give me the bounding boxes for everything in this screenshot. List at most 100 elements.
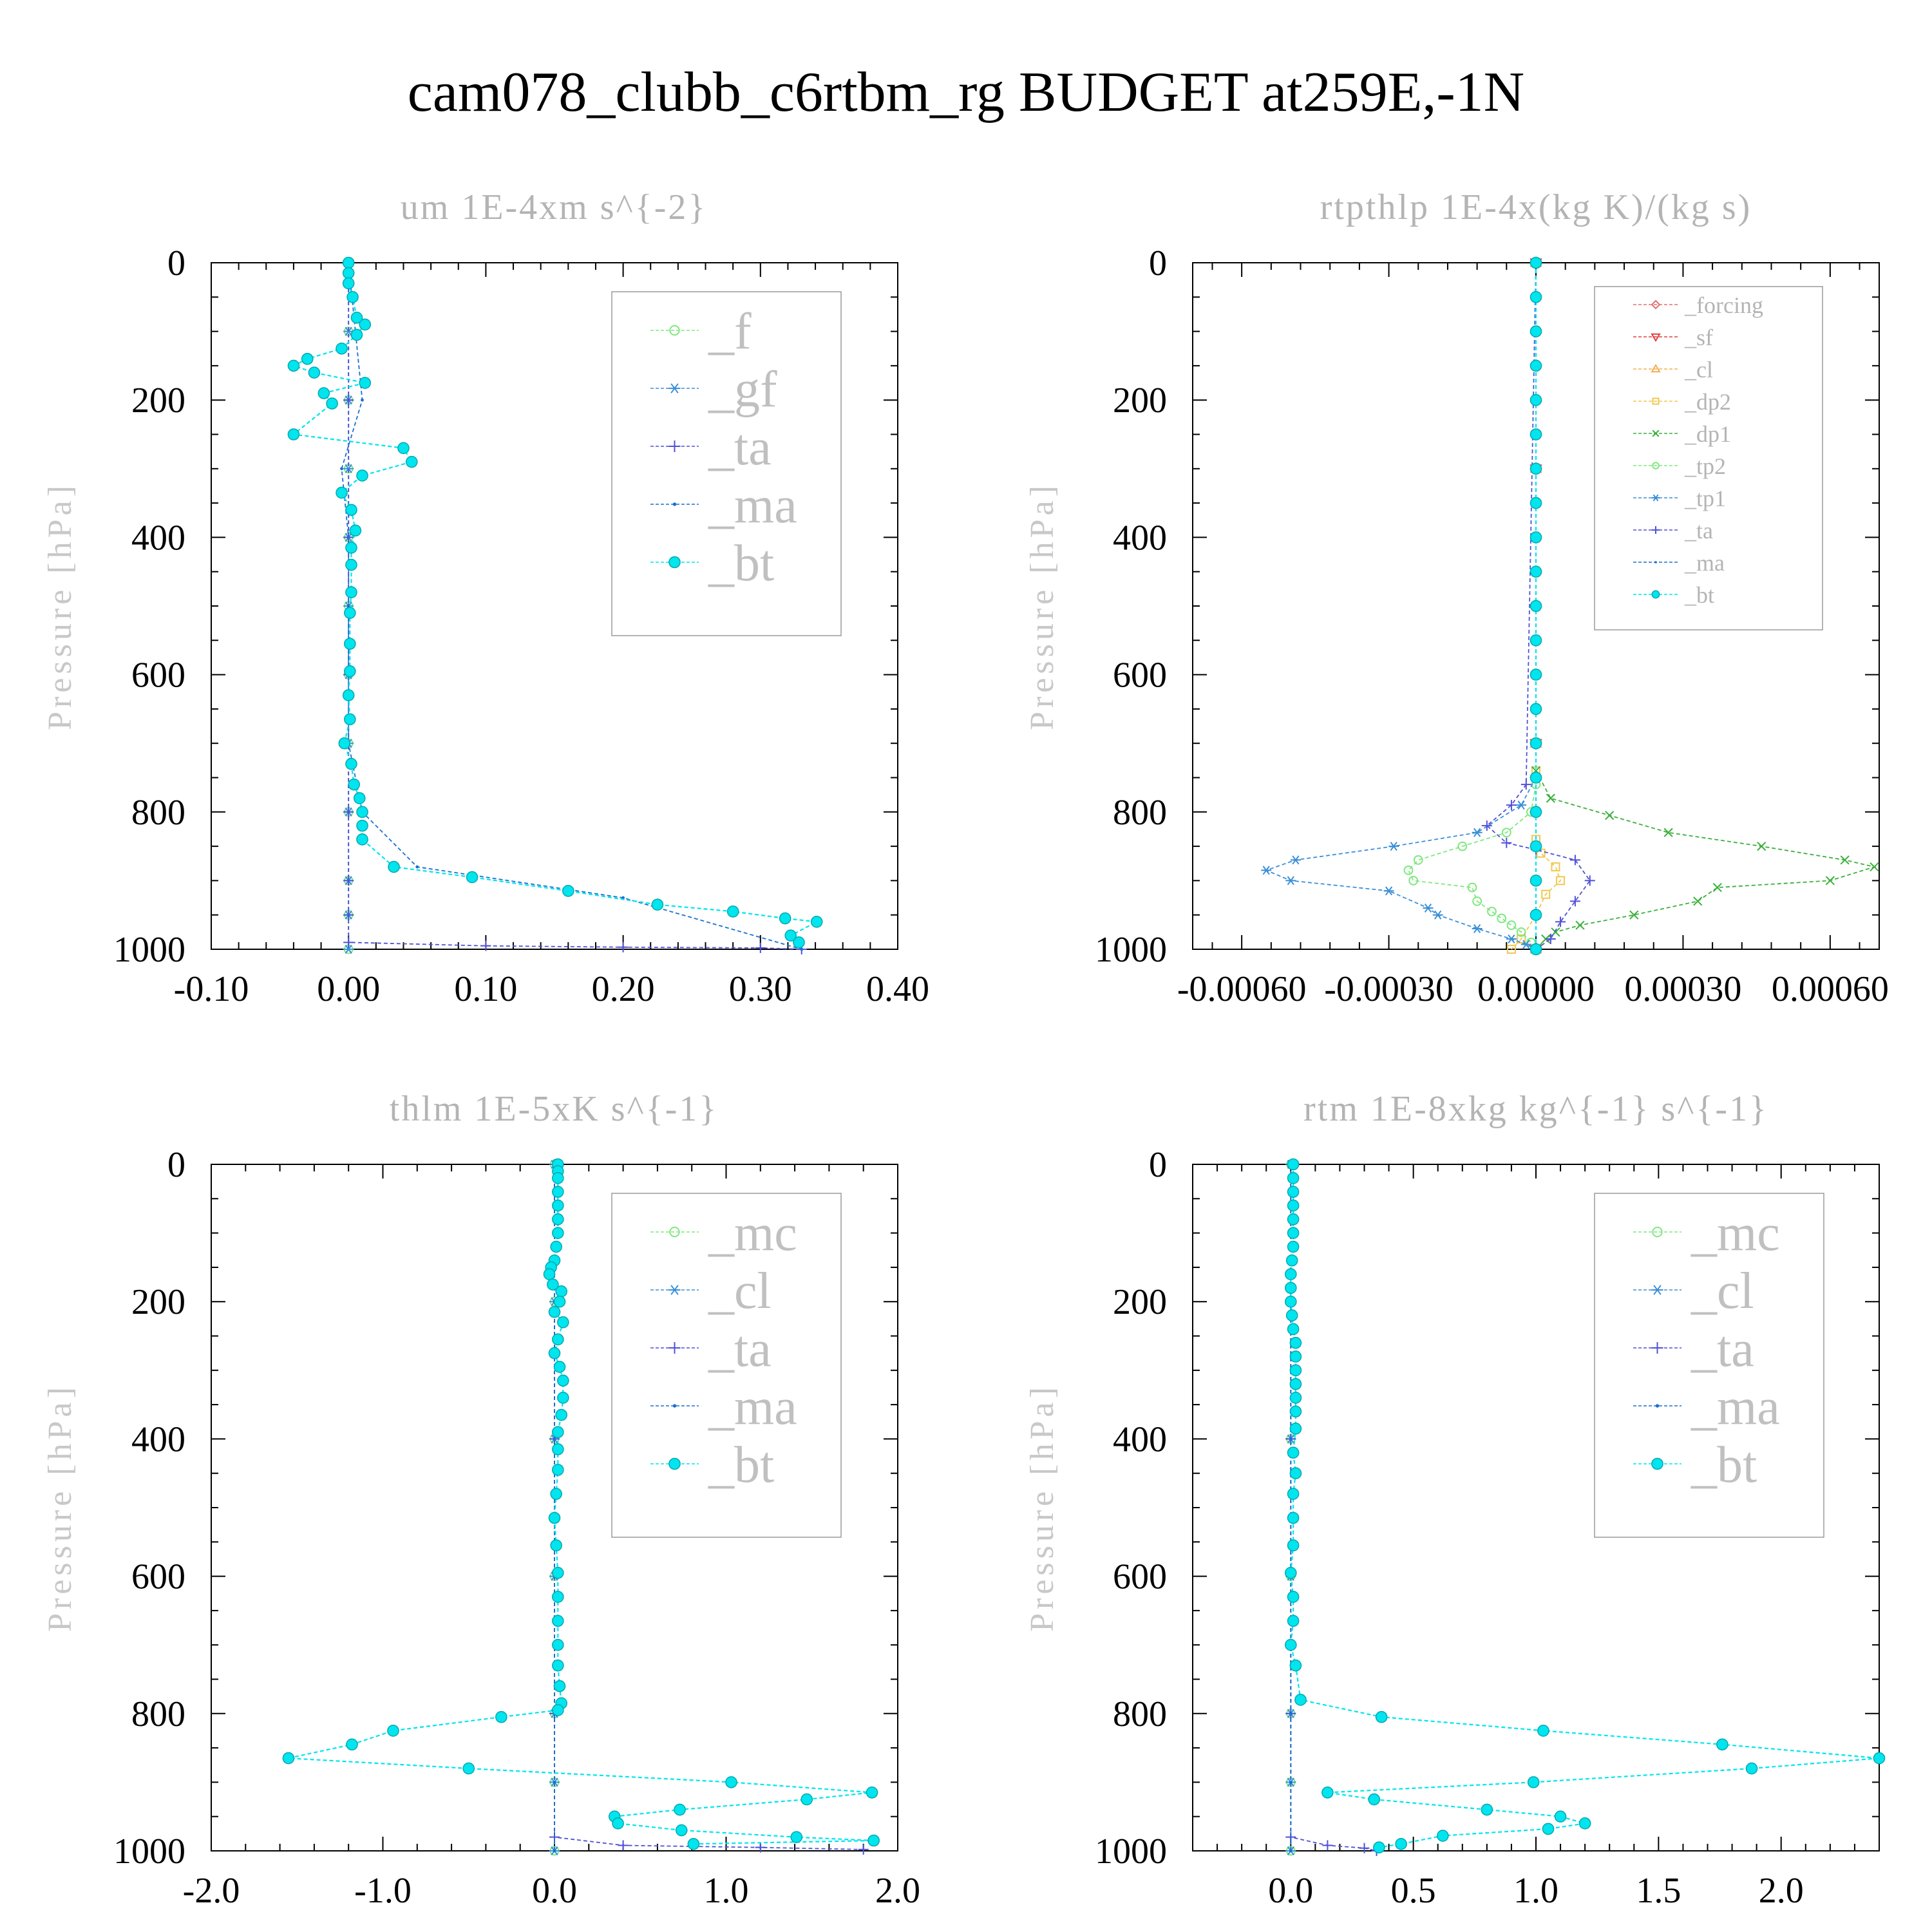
data-point xyxy=(552,1213,564,1226)
y-axis-label: Pressure [hPa] xyxy=(42,482,79,730)
data-point xyxy=(553,1680,566,1692)
data-point xyxy=(1481,820,1492,831)
legend-entry: _ta xyxy=(1633,518,1713,544)
data-point xyxy=(1321,1786,1334,1799)
legend-box xyxy=(611,1193,842,1538)
data-point xyxy=(356,833,368,846)
data-point xyxy=(1395,1838,1407,1850)
x-tick-label: 0.5 xyxy=(1391,1871,1436,1911)
legend-entry: _dp2 xyxy=(1633,389,1731,415)
data-point xyxy=(1359,1842,1370,1853)
legend-box xyxy=(1594,286,1823,630)
y-tick-label: 800 xyxy=(131,793,185,833)
data-point xyxy=(1284,1282,1297,1294)
data-point xyxy=(344,607,356,619)
legend-marker xyxy=(1651,364,1661,373)
y-tick-label: 400 xyxy=(1113,1419,1167,1459)
panel-title: rtpthlp 1E-4x(kg K)/(kg s) xyxy=(1320,187,1752,227)
y-tick-label: 0 xyxy=(167,243,185,283)
data-point xyxy=(1287,1511,1300,1524)
data-point xyxy=(1825,876,1835,886)
data-point xyxy=(359,377,372,389)
data-point xyxy=(1284,1566,1297,1579)
data-point xyxy=(552,1186,564,1198)
legend-entry: _ma xyxy=(650,1379,797,1435)
data-point xyxy=(552,1659,564,1672)
data-point xyxy=(1520,779,1531,790)
data-point xyxy=(1506,934,1517,944)
data-point xyxy=(866,1786,878,1799)
y-tick-label: 200 xyxy=(131,1282,185,1322)
data-point xyxy=(548,1511,561,1524)
data-point xyxy=(1287,1158,1300,1171)
data-point xyxy=(553,1437,556,1441)
data-point xyxy=(1530,737,1542,750)
data-point xyxy=(550,1539,562,1551)
y-tick-label: 800 xyxy=(1113,1694,1167,1734)
data-point xyxy=(1289,1467,1302,1479)
data-point xyxy=(1530,772,1542,784)
legend-marker xyxy=(1652,397,1660,405)
data-point xyxy=(1554,1810,1567,1823)
x-tick-label: -0.00030 xyxy=(1324,969,1454,1009)
legend-box xyxy=(611,291,842,636)
data-point xyxy=(1287,1199,1300,1212)
x-tick-label: 1.0 xyxy=(704,1871,749,1911)
data-point xyxy=(755,1842,766,1853)
data-point xyxy=(675,1824,688,1837)
panels: um 1E-4xm s^{-2} Pressure [hPa] 0 200 400 600… xyxy=(42,187,1889,1911)
panel-2: rtpthlp 1E-4x(kg K)/(kg s) Pressure [hPa]… xyxy=(1024,187,1889,1009)
legend-entry: _bt xyxy=(650,1437,774,1493)
data-point xyxy=(1413,855,1423,865)
data-point xyxy=(336,486,348,499)
data-point xyxy=(287,428,300,440)
legend-entry: _gf xyxy=(650,361,777,418)
legend-label: _ta xyxy=(1690,1321,1754,1378)
data-point xyxy=(495,1710,507,1723)
series-group xyxy=(1261,256,1879,956)
data-point xyxy=(342,277,355,290)
legend-marker xyxy=(669,325,680,336)
data-point xyxy=(344,713,356,726)
data-point xyxy=(308,366,321,379)
legend-entry: _f xyxy=(650,303,752,360)
data-point xyxy=(1289,1336,1302,1349)
data-point xyxy=(1663,828,1673,837)
y-tick-label: 0 xyxy=(167,1145,185,1185)
y-tick-label: 400 xyxy=(131,1419,185,1459)
data-point xyxy=(350,311,363,324)
data-point xyxy=(344,638,356,650)
data-point xyxy=(1487,906,1497,916)
legend-entry: _ma xyxy=(650,477,797,534)
data-point xyxy=(1467,882,1477,893)
series-line xyxy=(1486,262,1591,950)
data-point xyxy=(1289,1364,1302,1377)
data-point xyxy=(1530,462,1542,475)
data-point xyxy=(1289,1659,1302,1672)
data-point xyxy=(1516,800,1527,810)
data-point xyxy=(348,778,361,791)
legend-entry: _ta xyxy=(1633,1321,1754,1378)
y-tick-label: 1000 xyxy=(113,1832,185,1871)
data-point xyxy=(1716,1738,1728,1751)
data-point xyxy=(1289,1378,1302,1390)
legend-label: _cl xyxy=(1684,357,1713,383)
data-point xyxy=(1284,1638,1297,1651)
data-point xyxy=(1530,256,1542,269)
x-tick-label: 0.40 xyxy=(866,969,929,1009)
data-point xyxy=(651,898,664,911)
legend: _forcing _sf _cl _dp2 _dp1 _tp2 _tp1 _ta _ma _bt xyxy=(1594,286,1823,630)
x-tick-label: 2.0 xyxy=(1759,1871,1804,1911)
legend-marker xyxy=(672,502,677,506)
data-point xyxy=(1287,1323,1300,1336)
x-axis: -2.0 -1.0 0.0 1.0 2.0 xyxy=(183,1164,920,1911)
data-point xyxy=(800,1793,813,1806)
data-point xyxy=(1289,1712,1293,1716)
data-point xyxy=(1423,904,1434,913)
legend-label: _ta xyxy=(708,419,772,476)
data-point xyxy=(1289,1405,1302,1418)
legend-entry: _bt xyxy=(1633,582,1714,608)
x-tick-label: -0.00060 xyxy=(1177,969,1307,1009)
legend-label: _tp1 xyxy=(1684,486,1726,511)
